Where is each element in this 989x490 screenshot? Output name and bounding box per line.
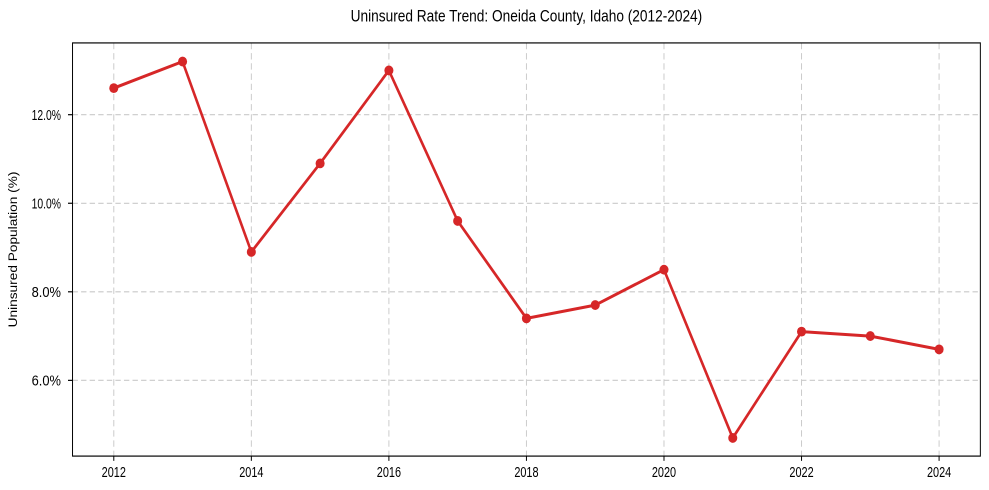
svg-text:8.0%: 8.0% — [32, 284, 62, 300]
svg-text:2016: 2016 — [377, 464, 401, 480]
svg-text:2024: 2024 — [927, 464, 951, 480]
svg-text:2014: 2014 — [239, 464, 263, 480]
svg-text:Uninsured Rate Trend: Oneida C: Uninsured Rate Trend: Oneida County, Ida… — [351, 7, 703, 25]
svg-text:12.0%: 12.0% — [32, 107, 62, 123]
svg-text:2012: 2012 — [102, 464, 126, 480]
svg-text:10.0%: 10.0% — [32, 195, 62, 211]
svg-text:2022: 2022 — [789, 464, 813, 480]
svg-text:6.0%: 6.0% — [32, 372, 62, 388]
svg-text:Uninsured Population (%): Uninsured Population (%) — [6, 172, 20, 328]
svg-text:2018: 2018 — [514, 464, 538, 480]
svg-text:2020: 2020 — [652, 464, 676, 480]
